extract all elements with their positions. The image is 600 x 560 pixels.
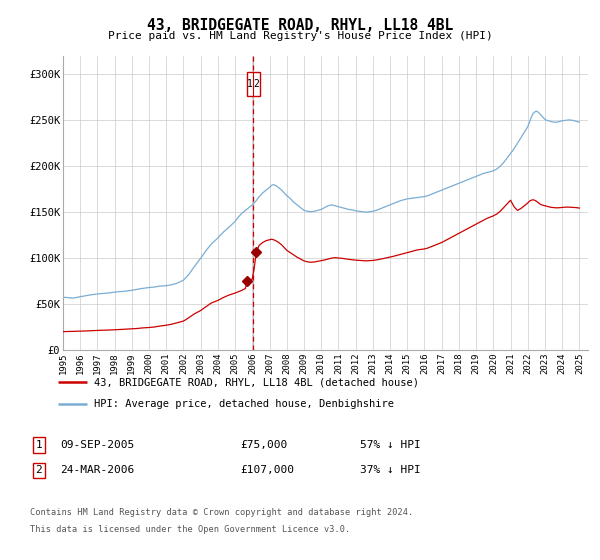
Text: 1: 1 <box>247 78 253 88</box>
Text: 43, BRIDGEGATE ROAD, RHYL, LL18 4BL (detached house): 43, BRIDGEGATE ROAD, RHYL, LL18 4BL (det… <box>94 377 419 388</box>
Text: £75,000: £75,000 <box>240 440 287 450</box>
Text: 37% ↓ HPI: 37% ↓ HPI <box>360 465 421 475</box>
Text: 2: 2 <box>254 78 259 88</box>
Text: 2: 2 <box>35 465 43 475</box>
Text: 43, BRIDGEGATE ROAD, RHYL, LL18 4BL: 43, BRIDGEGATE ROAD, RHYL, LL18 4BL <box>147 18 453 33</box>
Text: 24-MAR-2006: 24-MAR-2006 <box>60 465 134 475</box>
Text: Contains HM Land Registry data © Crown copyright and database right 2024.: Contains HM Land Registry data © Crown c… <box>30 508 413 517</box>
Text: £107,000: £107,000 <box>240 465 294 475</box>
Text: 1: 1 <box>35 440 43 450</box>
Text: HPI: Average price, detached house, Denbighshire: HPI: Average price, detached house, Denb… <box>94 399 394 409</box>
FancyBboxPatch shape <box>247 72 260 96</box>
Text: 57% ↓ HPI: 57% ↓ HPI <box>360 440 421 450</box>
Text: Price paid vs. HM Land Registry's House Price Index (HPI): Price paid vs. HM Land Registry's House … <box>107 31 493 41</box>
Text: This data is licensed under the Open Government Licence v3.0.: This data is licensed under the Open Gov… <box>30 525 350 534</box>
Text: 09-SEP-2005: 09-SEP-2005 <box>60 440 134 450</box>
